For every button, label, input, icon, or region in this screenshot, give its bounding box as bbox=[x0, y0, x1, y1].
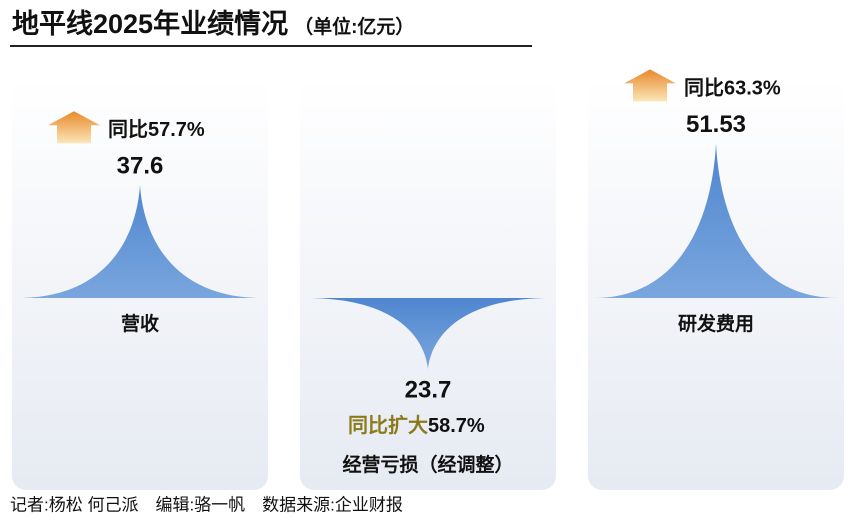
category-label: 研发费用 bbox=[678, 312, 754, 335]
category-label: 经营亏损（经调整） bbox=[342, 453, 513, 476]
change-label: 同比扩大58.7% bbox=[348, 414, 485, 437]
change-prefix: 同比 bbox=[684, 77, 724, 100]
change-prefix: 同比 bbox=[108, 118, 148, 141]
change-rate: 63.3% bbox=[724, 78, 781, 100]
change-label: 同比57.7% bbox=[108, 118, 205, 141]
change-prefix: 同比扩大 bbox=[348, 414, 428, 437]
title: 地平线2025年业绩情况 bbox=[12, 8, 288, 39]
up-arrow bbox=[48, 111, 100, 144]
value-label: 37.6 bbox=[117, 153, 164, 180]
change-rate: 57.7% bbox=[148, 119, 205, 141]
value-label: 51.53 bbox=[686, 111, 746, 138]
panel bbox=[300, 76, 556, 490]
footer: 记者:杨松 何己派 编辑:骆一帆 数据来源:企业财报 bbox=[10, 495, 403, 514]
change-rate: 58.7% bbox=[428, 415, 485, 437]
spike bbox=[18, 185, 262, 298]
category-label: 营收 bbox=[121, 312, 159, 335]
spike bbox=[594, 143, 838, 298]
value-label: 23.7 bbox=[405, 376, 452, 403]
subtitle: （单位:亿元） bbox=[294, 15, 414, 38]
change-label: 同比63.3% bbox=[684, 77, 781, 100]
up-arrow bbox=[624, 69, 676, 102]
spike bbox=[306, 298, 550, 370]
